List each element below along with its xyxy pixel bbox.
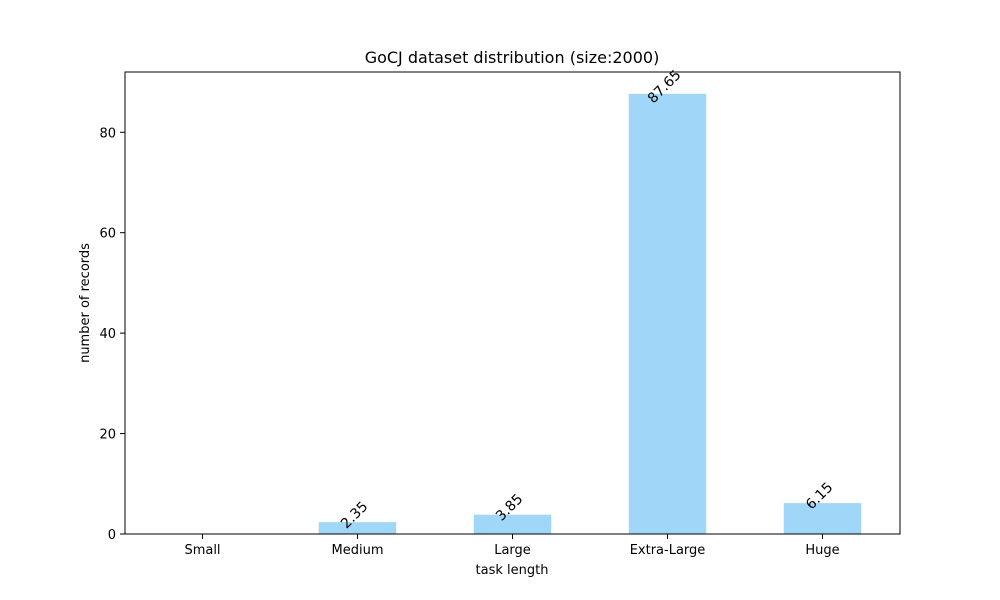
- bar-huge: [783, 503, 862, 534]
- y-axis-label: number of records: [78, 243, 93, 363]
- y-axis: 0 20 40 60 80: [99, 126, 125, 543]
- bar-medium: [318, 522, 397, 534]
- x-tick-label-extra-large: Extra-Large: [630, 543, 706, 558]
- bar-extra-large: [628, 93, 707, 534]
- x-axis: Small Medium Large Extra-Large Huge: [184, 534, 840, 558]
- bars-layer: [318, 93, 862, 534]
- x-tick-label-small: Small: [184, 543, 220, 558]
- x-tick-label-medium: Medium: [332, 543, 384, 558]
- x-axis-label: task length: [476, 563, 549, 578]
- y-tick-label-80: 80: [99, 126, 116, 141]
- plot-frame: [124, 71, 901, 535]
- y-tick-label-40: 40: [99, 327, 116, 342]
- y-tick-label-20: 20: [99, 428, 116, 443]
- x-tick-label-huge: Huge: [805, 543, 839, 558]
- chart-title: GoCJ dataset distribution (size:2000): [365, 48, 660, 67]
- bar-large: [473, 514, 552, 534]
- y-tick-label-0: 0: [108, 528, 116, 543]
- x-tick-label-large: Large: [494, 543, 531, 558]
- y-tick-label-60: 60: [99, 227, 116, 242]
